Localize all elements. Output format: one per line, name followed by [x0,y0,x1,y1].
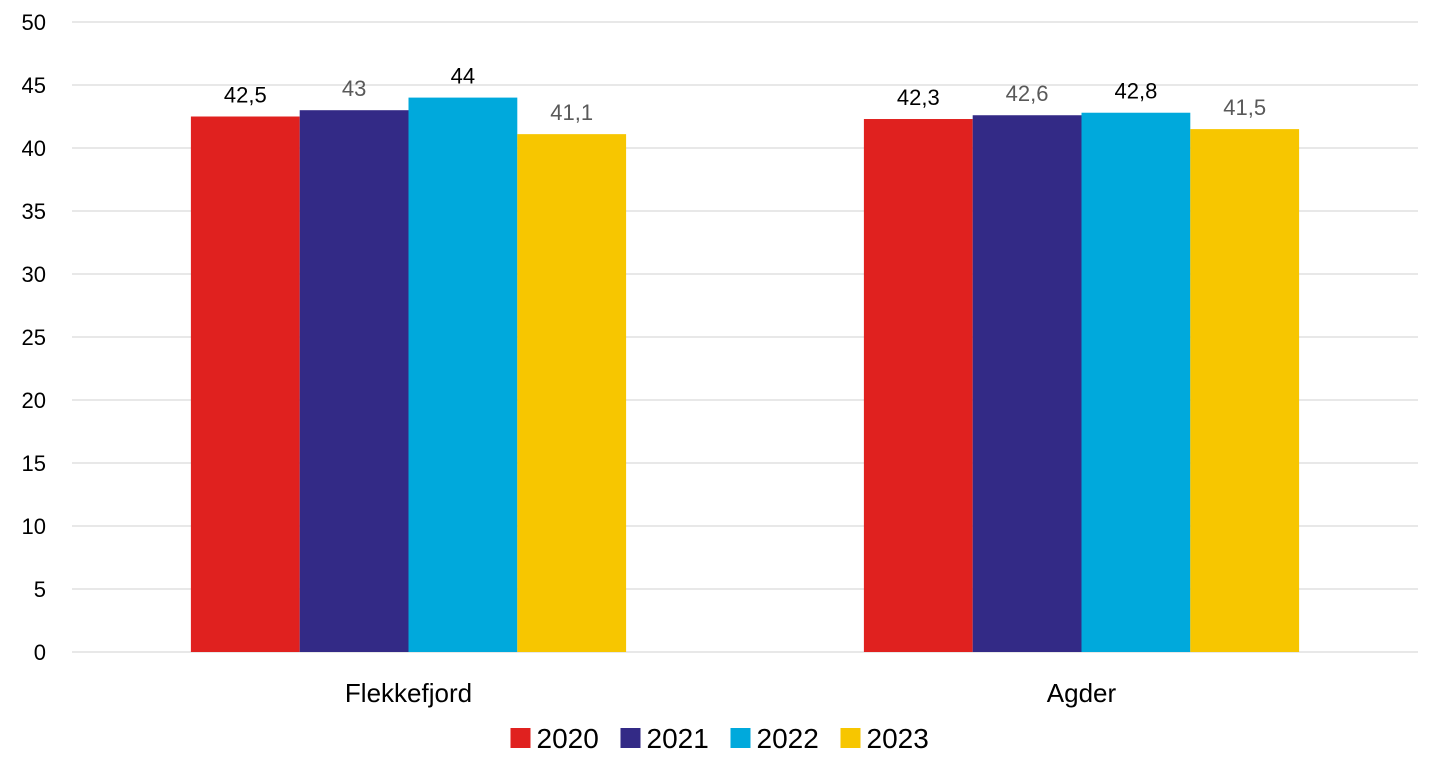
data-label: 42,6 [1006,81,1049,106]
y-tick-label: 10 [22,514,46,539]
legend-swatch [730,728,751,748]
data-label: 44 [451,64,475,89]
legend-swatch [840,728,861,748]
data-label: 41,1 [550,100,593,125]
bar [863,119,973,652]
data-label: 42,8 [1114,79,1157,104]
y-tick-label: 15 [22,451,46,476]
bars [190,97,1300,653]
data-labels: 42,5 43 44 41,1 42,3 42,6 42,8 41,5 [224,64,1266,126]
y-tick-label: 5 [34,577,46,602]
y-tick-label: 25 [22,325,46,350]
data-label: 43 [342,76,366,101]
legend-label: 2020 [537,723,599,754]
y-tick-label: 35 [22,199,46,224]
legend: 2020 2021 2022 2023 [510,723,929,754]
y-tick-label: 20 [22,388,46,413]
bar [972,115,1082,653]
category-label: Agder [1047,678,1117,708]
y-tick-label: 30 [22,262,46,287]
data-label: 42,3 [897,85,940,110]
y-tick-label: 0 [34,640,46,665]
bar [1081,112,1191,653]
bar [190,116,300,652]
bar [1190,129,1300,653]
y-tick-label: 50 [22,10,46,35]
data-label: 42,5 [224,83,267,108]
y-axis-ticks: 0 5 10 15 20 25 30 35 40 45 50 [22,10,46,665]
bar [517,134,627,652]
legend-label: 2021 [647,723,709,754]
y-tick-label: 40 [22,136,46,161]
data-label: 41,5 [1223,95,1266,120]
y-tick-label: 45 [22,73,46,98]
legend-label: 2022 [757,723,819,754]
legend-swatch [620,728,641,748]
legend-swatch [510,728,531,748]
x-axis-categories: Flekkefjord Agder [345,678,1117,708]
category-label: Flekkefjord [345,678,472,708]
bar [299,110,409,652]
legend-label: 2023 [867,723,929,754]
bar [408,97,518,653]
